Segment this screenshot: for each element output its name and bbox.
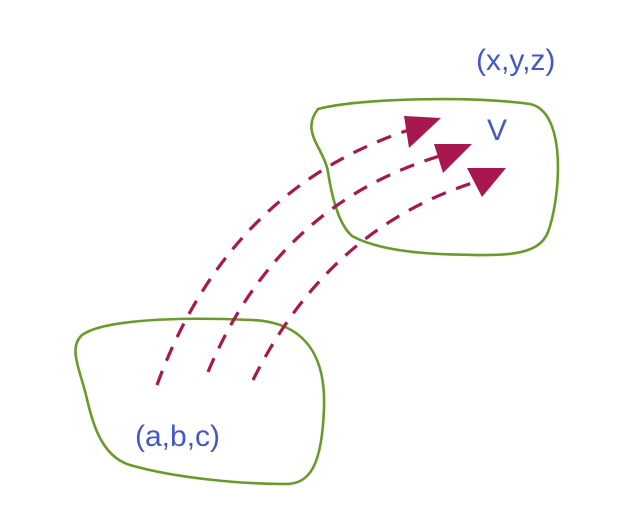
flow-arrow-1-head — [404, 116, 441, 148]
flow-arrow-3-head — [467, 168, 506, 197]
source-point-label: (a,b,c) — [135, 420, 220, 453]
flow-arrow-2-head — [434, 144, 472, 173]
source-region-outline — [74, 317, 326, 486]
target-point-label: (x,y,z) — [476, 44, 555, 77]
target-region-outline — [310, 97, 560, 257]
flow-arrow-3-shaft — [251, 178, 483, 381]
flow-arrow-1-shaft — [155, 125, 419, 386]
target-region-label: V — [487, 114, 507, 147]
flow-arrow-2-shaft — [206, 151, 451, 373]
